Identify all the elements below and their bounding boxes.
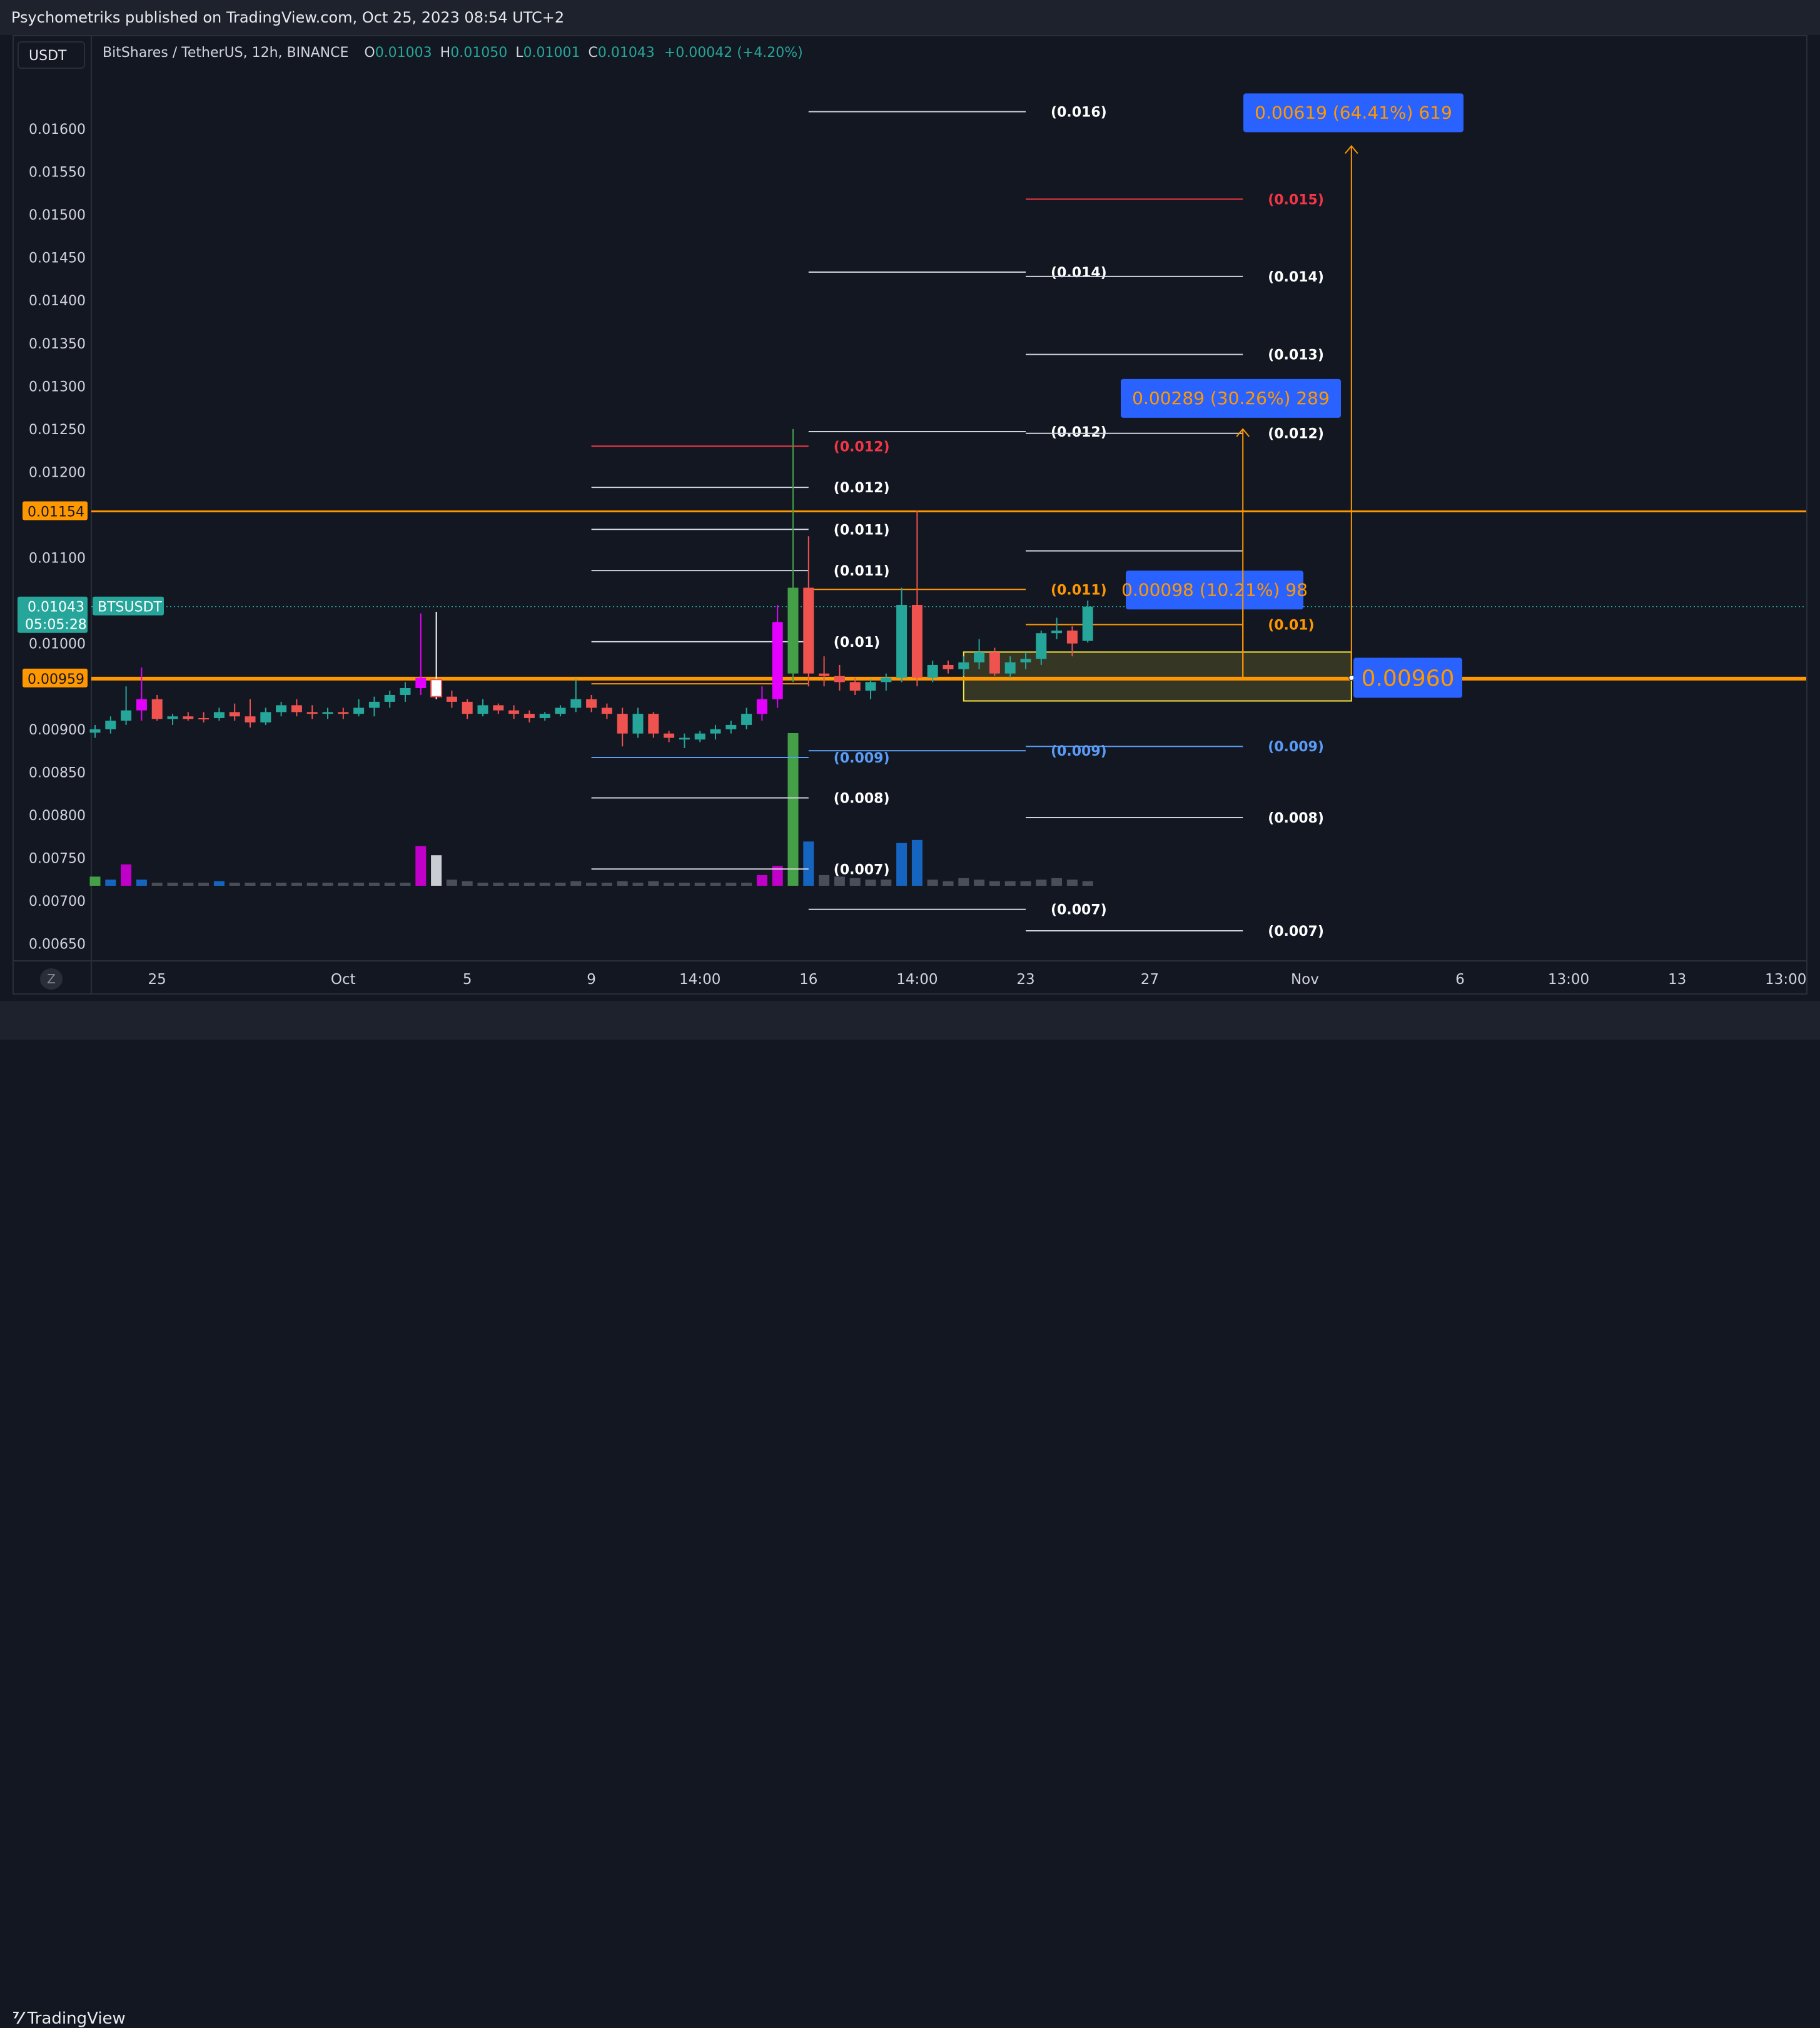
tradingview-logo: ⁷⁄ TradingView [13, 2009, 126, 2028]
symbol-legend: BitShares / TetherUS, 12h, BINANCE O0.01… [103, 45, 803, 61]
high-value: 0.01050 [450, 45, 508, 61]
chart-panel[interactable] [13, 35, 1807, 995]
publication-header: Psychometriks published on TradingView.c… [0, 0, 1820, 35]
close-value: 0.01043 [597, 45, 655, 61]
low-label: L [515, 45, 523, 61]
tradingview-logo-icon: ⁷⁄ [13, 2009, 23, 2028]
open-value: 0.01003 [375, 45, 432, 61]
high-label: H [440, 45, 451, 61]
footer-bar: ⁷⁄ TradingView [0, 1001, 1820, 2028]
zoom-reset-button[interactable]: Z [40, 968, 63, 990]
change-value: +0.00042 (+4.20%) [664, 45, 803, 61]
low-value: 0.01001 [523, 45, 580, 61]
brand-name: TradingView [27, 2009, 126, 2028]
open-label: O [364, 45, 375, 61]
close-label: C [588, 45, 598, 61]
symbol-title: BitShares / TetherUS, 12h, BINANCE [103, 45, 349, 61]
currency-selector[interactable]: USDT [18, 41, 85, 69]
published-info: Psychometriks published on TradingView.c… [11, 9, 565, 26]
